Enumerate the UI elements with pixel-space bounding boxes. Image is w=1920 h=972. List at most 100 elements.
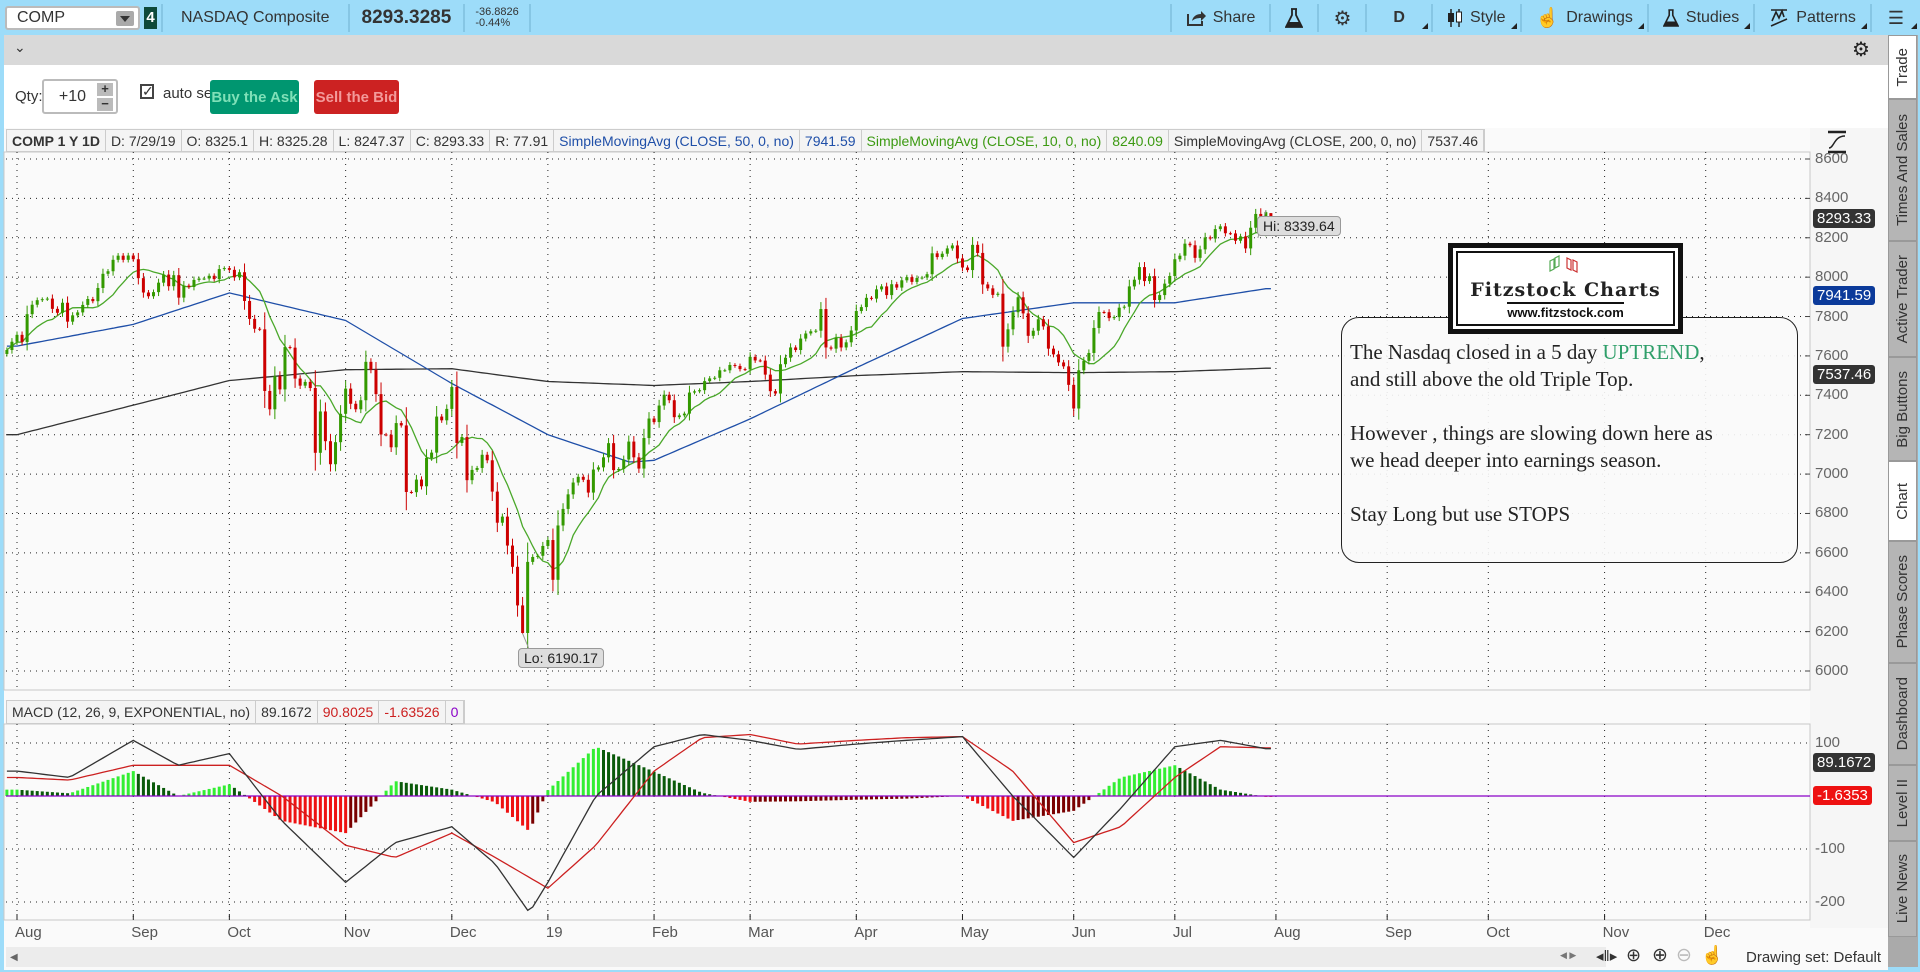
macd-histogram-bar xyxy=(76,790,80,796)
studies-button[interactable]: Studies xyxy=(1646,4,1753,32)
candle-body xyxy=(1001,293,1005,347)
drawings-button[interactable]: ☝ Drawings xyxy=(1519,4,1647,32)
candle-body xyxy=(566,494,570,509)
share-icon xyxy=(1186,11,1206,26)
macd-histogram-bar xyxy=(819,796,823,801)
candle-body xyxy=(864,297,868,308)
zoom-out-icon[interactable]: ⊖ xyxy=(1676,945,1692,966)
zoom-in-icon[interactable]: ⊕ xyxy=(1652,945,1668,966)
link-group-badge[interactable]: 4 xyxy=(144,7,157,29)
side-tab-phase-scores[interactable]: Phase Scores xyxy=(1888,541,1917,663)
patterns-button[interactable]: Patterns xyxy=(1753,4,1870,32)
side-tab-live-news[interactable]: Live News xyxy=(1888,841,1917,937)
net-change: -36.8826 xyxy=(475,6,519,18)
scroll-arrows-icon[interactable]: ◀ ▶ xyxy=(1560,950,1577,960)
crosshair-icon[interactable]: ⊕ xyxy=(1626,945,1642,965)
settings-button[interactable]: ⚙ xyxy=(1317,4,1365,32)
macd-histogram-bar xyxy=(627,760,631,796)
macd-histogram-bar xyxy=(192,792,196,796)
sell-the-bid-button[interactable]: Sell the Bid xyxy=(314,80,399,114)
candle-body xyxy=(379,394,383,435)
macd-histogram-bar xyxy=(237,791,241,796)
share-button[interactable]: Share xyxy=(1169,4,1270,32)
aggregation-button[interactable]: D xyxy=(1365,4,1431,32)
macd-study-label[interactable]: MACD (12, 26, 9, EXPONENTIAL, no) xyxy=(7,701,257,723)
candle-body xyxy=(121,255,125,260)
symbol-selector[interactable]: COMP xyxy=(5,6,140,30)
qty-input[interactable]: +10 + − xyxy=(42,79,118,114)
macd-histogram-bar xyxy=(632,762,636,796)
side-tab-big-buttons[interactable]: Big Buttons xyxy=(1888,357,1917,461)
macd-histogram-bar xyxy=(1036,796,1040,817)
note-line: Stay Long but use STOPS xyxy=(1350,502,1571,526)
qty-decrement-button[interactable]: − xyxy=(97,97,113,111)
macd-histogram-bar xyxy=(121,774,125,796)
side-tab-level-ii[interactable]: Level II xyxy=(1888,765,1917,841)
sma50-study-label[interactable]: SimpleMovingAvg (CLOSE, 50, 0, no) xyxy=(554,130,800,151)
candle-body xyxy=(384,434,388,436)
candle-body xyxy=(1041,319,1045,327)
x-tick-label: Jul xyxy=(1172,924,1192,941)
qty-increment-button[interactable]: + xyxy=(97,82,113,96)
macd-histogram-bar xyxy=(773,796,777,802)
horizontal-scrollbar[interactable]: ◀ xyxy=(6,947,1606,967)
candle-body xyxy=(409,491,413,493)
hand-icon[interactable]: ☝ xyxy=(1701,945,1724,965)
chevron-down-icon[interactable] xyxy=(116,10,134,26)
low-label: Lo: 6190.17 xyxy=(518,648,604,668)
y-tick-label: 8600 xyxy=(1815,150,1849,167)
side-tab-times-and-sales[interactable]: Times And Sales xyxy=(1888,99,1917,241)
macd-histogram-bar xyxy=(303,796,307,826)
candle-body xyxy=(662,394,666,406)
side-tab-chart[interactable]: Chart xyxy=(1888,461,1917,541)
candle-body xyxy=(172,275,176,287)
sma200-study-label[interactable]: SimpleMovingAvg (CLOSE, 200, 0, no) xyxy=(1169,130,1423,151)
side-tab-trade[interactable]: Trade xyxy=(1888,35,1917,99)
candle-body xyxy=(5,350,9,354)
macd-histogram-bar xyxy=(323,796,327,830)
menu-button[interactable]: ☰ xyxy=(1869,4,1920,32)
lab-button[interactable] xyxy=(1269,4,1317,32)
macd-histogram-bar xyxy=(1233,792,1237,796)
chevron-down-icon[interactable]: ⌄ xyxy=(14,39,26,55)
auto-send-checkbox[interactable]: ✓ xyxy=(140,83,154,99)
candle-body xyxy=(627,441,631,460)
side-tab-active-trader[interactable]: Active Trader xyxy=(1888,241,1917,357)
x-tick-label: Dec xyxy=(449,924,477,941)
pan-icon[interactable]: ◂‖▸ xyxy=(1596,948,1618,965)
style-button[interactable]: Style xyxy=(1430,4,1520,32)
macd-histogram-bar xyxy=(1107,785,1111,796)
y-tick-label: 6800 xyxy=(1815,504,1849,522)
drawing-set-selector[interactable]: Drawing set: Default xyxy=(1746,949,1882,966)
buy-the-ask-button[interactable]: Buy the Ask xyxy=(210,80,299,114)
y-tick-label: 7200 xyxy=(1815,425,1849,443)
sma10-study-label[interactable]: SimpleMovingAvg (CLOSE, 10, 0, no) xyxy=(862,130,1108,151)
candle-body xyxy=(359,400,363,410)
candle-body xyxy=(202,278,206,280)
qty-value: +10 xyxy=(58,88,86,105)
macd-histogram-bar xyxy=(1021,796,1025,820)
side-tab-dashboard[interactable]: Dashboard xyxy=(1888,663,1917,765)
macd-histogram-bar xyxy=(859,796,863,800)
annotation-note[interactable]: The Nasdaq closed in a 5 day UPTREND, an… xyxy=(1341,317,1798,563)
symbol-description: NASDAQ Composite xyxy=(161,4,350,32)
macd-histogram-bar xyxy=(55,792,59,796)
scroll-left-icon[interactable]: ◀ xyxy=(10,952,18,963)
macd-histogram-bar xyxy=(733,796,737,799)
candle-body xyxy=(844,342,848,348)
gear-icon[interactable]: ⚙ xyxy=(1852,39,1870,61)
candle-body xyxy=(131,255,135,260)
auto-scale-icon[interactable] xyxy=(1826,130,1848,154)
candle-body xyxy=(1254,213,1258,228)
candle-body xyxy=(718,370,722,378)
candle-body xyxy=(667,394,671,401)
y-tick-label: 7800 xyxy=(1815,307,1849,325)
candle-body xyxy=(334,442,338,465)
macd-histogram-bar xyxy=(162,787,166,796)
percent-change: -0.44% xyxy=(475,17,511,29)
macd-histogram-bar xyxy=(141,776,145,796)
candle-body xyxy=(455,387,459,443)
candle-body xyxy=(647,418,651,439)
candle-body xyxy=(55,308,59,313)
